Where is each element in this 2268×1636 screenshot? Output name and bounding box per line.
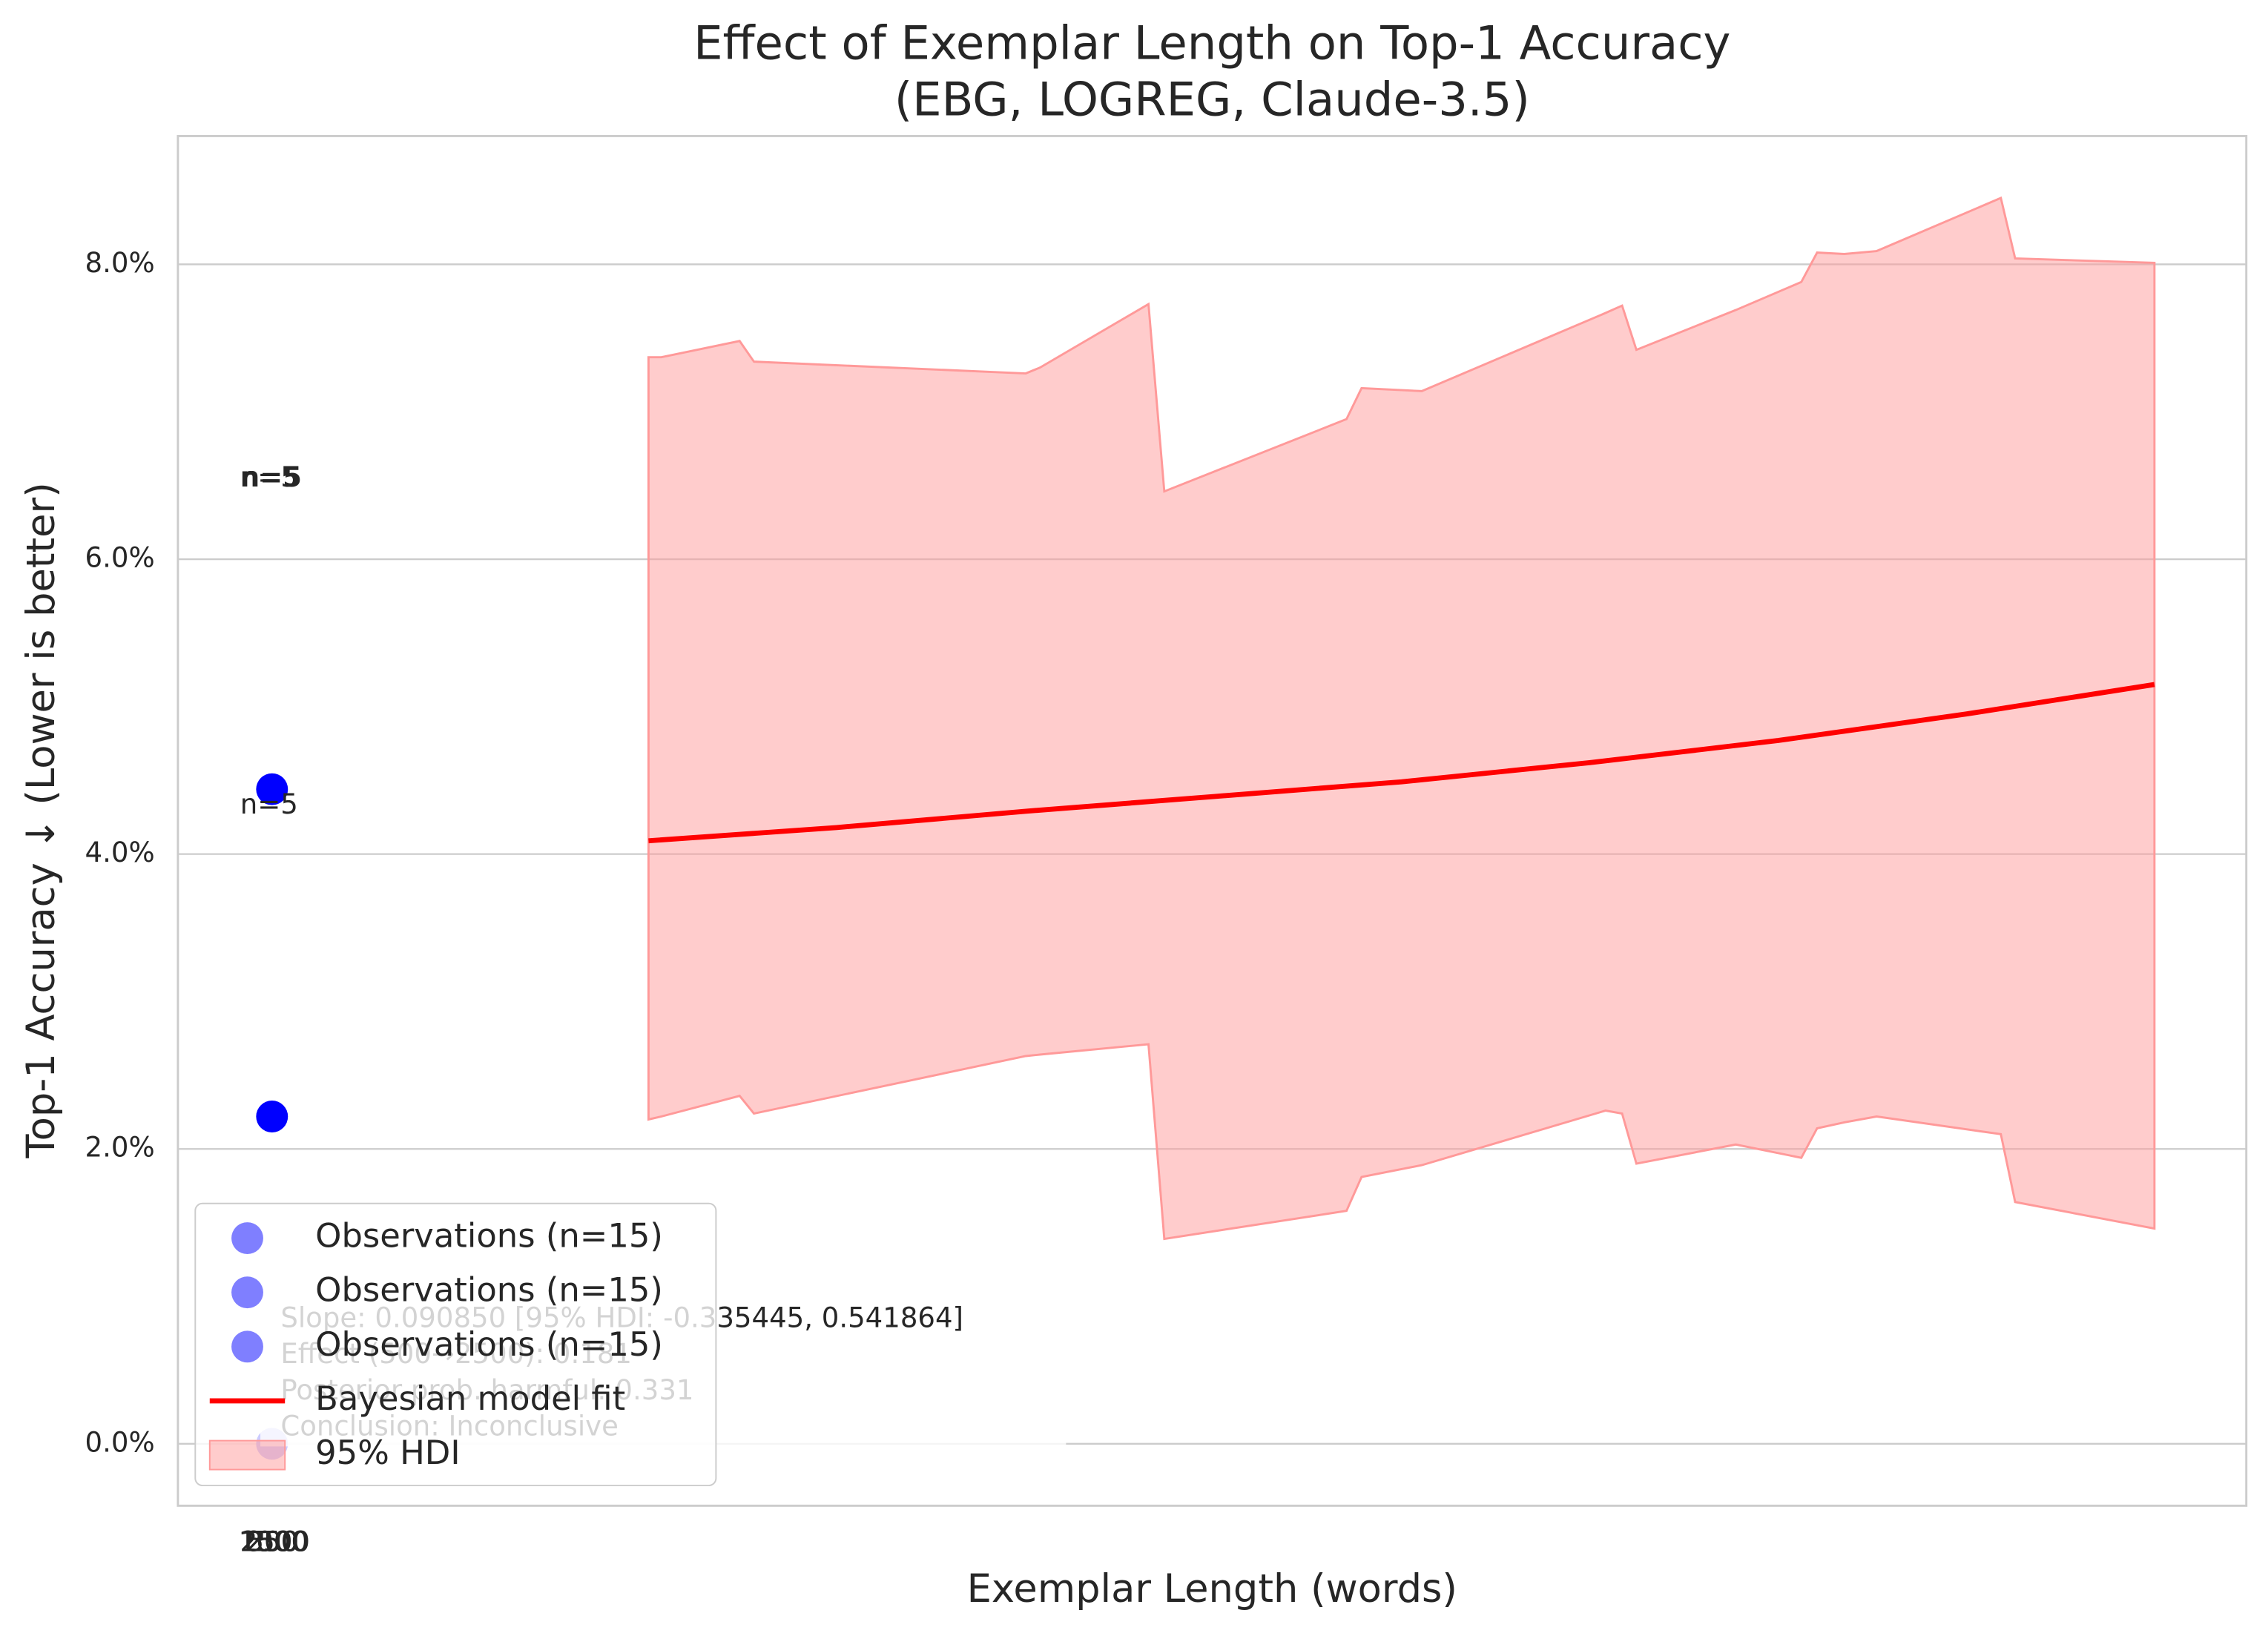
x-axis-label: Exemplar Length (words) — [967, 1566, 1457, 1612]
observation-point — [256, 1101, 289, 1132]
legend-label: Observations (n=15) — [315, 1270, 663, 1310]
legend-label: 95% HDI — [315, 1433, 460, 1472]
chart-title: (EBG, LOGREG, Claude-3.5) — [894, 73, 1530, 127]
y-axis-label: Top-1 Accuracy ↓ (Lower is better) — [19, 482, 64, 1158]
plot-frame — [177, 134, 2248, 1507]
fit-line — [648, 682, 2155, 844]
legend-label: Observations (n=15) — [315, 1216, 663, 1256]
legend-label: Observations (n=15) — [315, 1325, 663, 1364]
legend-marker — [231, 1222, 263, 1255]
legend-box — [194, 1202, 717, 1487]
observation-point — [256, 773, 289, 805]
hdi-band — [647, 196, 2156, 1241]
annotation: n=5 — [240, 461, 298, 493]
x-tick-label: 500 — [246, 1526, 299, 1558]
y-tick-label: 0.0% — [85, 1426, 155, 1458]
legend-marker — [231, 1276, 263, 1309]
x-tick-label: 2500 — [240, 1526, 310, 1558]
y-tick-label: 2.0% — [85, 1132, 155, 1164]
annotation: n=5 — [240, 788, 298, 820]
x-tick-label: 1500 — [240, 1526, 309, 1558]
x-tick-label: 1000 — [239, 1526, 309, 1558]
annotation: n=5 — [240, 461, 302, 493]
y-tick-label: 4.0% — [85, 837, 155, 868]
y-tick-label: 6.0% — [85, 542, 155, 574]
x-tick-label: 250 — [245, 1526, 298, 1558]
legend-marker — [231, 1330, 263, 1363]
y-tick-label: 8.0% — [85, 247, 155, 279]
chart-title: Effect of Exemplar Length on Top-1 Accur… — [693, 16, 1730, 70]
legend-marker — [208, 1439, 286, 1471]
legend-label: Bayesian model fit — [315, 1379, 625, 1418]
